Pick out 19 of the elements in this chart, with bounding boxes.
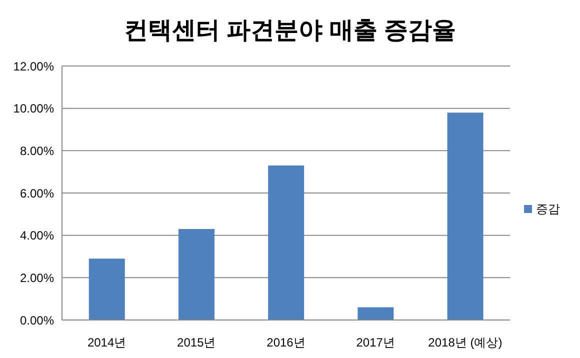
y-tick-label: 4.00%	[20, 228, 54, 243]
x-tick-label: 2015년	[177, 336, 216, 350]
x-tick-label: 2018년 (예상)	[428, 336, 502, 350]
bar	[447, 112, 484, 320]
y-tick-label: 0.00%	[20, 313, 54, 328]
bar	[178, 228, 214, 320]
y-tick-label: 6.00%	[20, 186, 54, 200]
x-tick-label: 2014년	[87, 336, 126, 350]
bar	[358, 307, 394, 320]
legend-label: 증감	[536, 202, 560, 216]
y-tick-label: 12.00%	[13, 59, 54, 74]
y-tick-label: 10.00%	[13, 102, 54, 116]
chart-title: 컨택센터 파견분야 매출 증감율	[122, 16, 457, 46]
y-tick-label: 8.00%	[20, 144, 54, 158]
x-tick-label: 2016년	[266, 336, 306, 350]
x-tick-label: 2017년	[356, 336, 395, 350]
bar	[88, 258, 125, 320]
y-tick-label: 2.00%	[20, 270, 54, 285]
bar	[268, 165, 304, 320]
